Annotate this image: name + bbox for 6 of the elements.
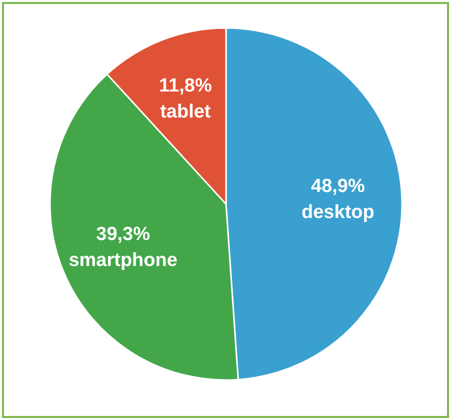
slice-label: smartphone [68, 250, 178, 272]
slice-label: desktop [302, 202, 374, 224]
data-label: 48,9% [310, 176, 365, 198]
data-label: 39,3% [96, 224, 150, 246]
data-label: 11,8% [159, 76, 212, 97]
slice-label: tablet [160, 102, 212, 123]
